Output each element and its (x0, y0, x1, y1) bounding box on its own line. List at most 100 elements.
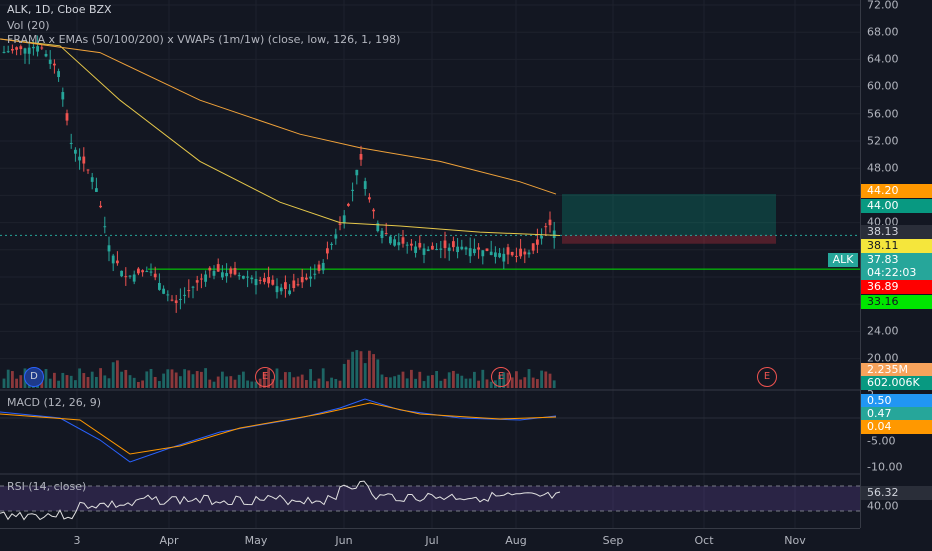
volume-bar (174, 372, 178, 388)
volume-bar (179, 376, 182, 388)
target-price-tag: 44.00 (861, 199, 932, 213)
candle-body (254, 279, 258, 286)
candle-body (447, 247, 451, 251)
candle-body (393, 239, 396, 246)
earnings-marker[interactable]: E (491, 367, 511, 387)
candle-body (242, 275, 245, 279)
candle-body (519, 248, 522, 257)
volume-bar (380, 374, 384, 388)
candle-body (384, 233, 388, 235)
volume-bar (124, 369, 128, 388)
candle-body (523, 251, 527, 255)
volume-bar (65, 375, 69, 388)
volume-bar (69, 375, 73, 388)
candle-body (263, 278, 266, 282)
volume-bar (120, 371, 123, 388)
volume-bar (351, 351, 354, 388)
rsi-band (0, 486, 860, 511)
volume-legend[interactable]: Vol (20) (7, 19, 50, 32)
volume-bar (141, 380, 144, 388)
candle-body (502, 253, 506, 262)
candle-body (187, 290, 191, 292)
volume-bar (279, 379, 283, 388)
candle-body (132, 274, 136, 282)
symbol-tag: ALK (828, 253, 858, 267)
volume-bar (200, 371, 203, 388)
candle-body (531, 243, 535, 251)
volume-bar (443, 378, 447, 388)
candle-body (422, 248, 426, 255)
candle-body (464, 247, 468, 250)
candle-body (65, 113, 69, 121)
candle-body (456, 246, 459, 253)
price-axis[interactable]: 72.00 68.00 64.00 60.00 56.00 52.00 48.0… (860, 0, 932, 528)
volume-bar (510, 377, 514, 388)
earnings-marker[interactable]: E (757, 367, 777, 387)
symbol-legend[interactable]: ALK, 1D, Cboe BZX (7, 3, 112, 16)
ema-200-line (0, 38, 557, 195)
dividend-marker[interactable]: D (24, 367, 44, 387)
candle-body (107, 245, 111, 252)
price-tick: 64.00 (867, 52, 899, 66)
time-label: 3 (73, 534, 81, 547)
volume-tick: 5 (867, 385, 874, 399)
candle-body (468, 248, 472, 257)
candle-body (485, 248, 489, 251)
ema-price-tag: 44.20 (861, 184, 932, 198)
candle-body (82, 156, 86, 164)
volume-bar (216, 376, 220, 388)
volume-bar (447, 372, 451, 388)
price-tick: 24.00 (867, 324, 899, 338)
volume-bar (393, 376, 396, 388)
volume-bar (170, 369, 174, 388)
main-chart-canvas[interactable] (0, 0, 860, 528)
candle-body (296, 284, 300, 286)
macd-hist-tag: 0.47 (861, 407, 932, 421)
candle-body (410, 243, 413, 246)
volume-bar (2, 378, 6, 388)
volume-ma-tag: 2.235M (861, 363, 932, 377)
volume-bar (468, 378, 472, 388)
candle-body (258, 279, 262, 281)
time-label: Apr (159, 534, 179, 547)
volume-bar (187, 370, 191, 388)
price-tick: 20.00 (867, 351, 899, 365)
volume-bar (153, 376, 157, 388)
candle-body (426, 249, 430, 252)
volume-tag: 602.006K (861, 376, 932, 390)
time-label: Jul (425, 534, 439, 547)
candle-body (120, 270, 123, 277)
candle-body (292, 280, 296, 289)
candle-body (216, 264, 220, 272)
volume-bar (271, 379, 275, 388)
volume-bar (414, 378, 417, 388)
volume-bar (103, 375, 107, 388)
candle-body (401, 237, 405, 244)
volume-bar (334, 378, 338, 388)
earnings-marker[interactable]: E (255, 367, 275, 387)
candle-body (481, 250, 485, 257)
macd-legend[interactable]: MACD (12, 26, 9) (7, 396, 102, 409)
rsi-legend[interactable]: RSI (14, close) (7, 480, 87, 493)
volume-bar (431, 375, 434, 388)
volume-bar (225, 376, 228, 388)
time-axis[interactable]: 3 Apr May Jun Jul Aug Sep Oct Nov (0, 528, 860, 551)
volume-bar (48, 378, 52, 388)
volume-bar (523, 377, 527, 388)
volume-bar (292, 377, 296, 388)
candle-body (405, 244, 409, 246)
macd-tick: -5.00 (867, 434, 896, 448)
volume-bar (132, 377, 136, 388)
candle-body (32, 46, 35, 49)
candle-body (40, 47, 44, 49)
volume-bar (78, 368, 81, 388)
volume-bar (57, 380, 60, 388)
volume-bar (313, 380, 317, 388)
ema-yellow-tag: 38.11 (861, 239, 932, 253)
stop-price-tag: 36.89 (861, 280, 932, 294)
volume-bar (317, 378, 321, 388)
volume-bar (485, 379, 489, 388)
indicator-legend[interactable]: FRAMA x EMAs (50/100/200) x VWAPs (1m/1w… (7, 33, 401, 46)
volume-bar (19, 375, 23, 388)
volume-bar (355, 350, 359, 388)
